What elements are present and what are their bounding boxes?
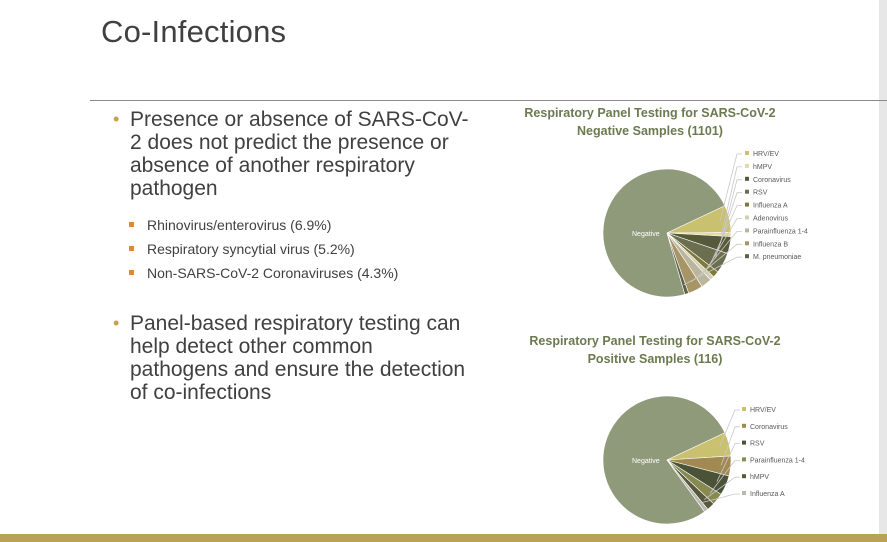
bullet-item: • Presence or absence of SARS-CoV-2 does…: [113, 108, 473, 200]
pie-slice-m-pneumoniae: [666, 232, 690, 295]
data-label-negative: Negative: [632, 231, 660, 238]
sub-bullet-text: Non-SARS-CoV-2 Coronaviruses (4.3%): [147, 265, 399, 281]
legend-swatch: [742, 474, 746, 479]
leader-line: [705, 218, 742, 272]
leader-line: [709, 459, 740, 494]
legend-swatch: [745, 215, 749, 220]
leader-line: [704, 476, 740, 500]
legend-label: Parainfluenza 1-4: [753, 228, 808, 235]
leader-line: [700, 493, 740, 504]
legend-swatch: [745, 176, 749, 181]
bullet-dot-icon: •: [113, 109, 120, 129]
bullet-dot-icon: •: [113, 313, 120, 333]
legend-swatch: [742, 440, 746, 445]
leader-line: [719, 153, 742, 222]
sub-bullet-item: Rhinovirus/enterovirus (6.9%): [113, 216, 473, 234]
legend-swatch: [745, 241, 749, 246]
pie-chart-positive: HRV/EV Coronavirus RSV Parainfluenza 1-4 hMP…: [602, 395, 805, 525]
chart-title-negative: Respiratory Panel Testing for SARS-CoV-2…: [524, 106, 776, 138]
leader-line: [700, 230, 742, 277]
legend-swatch: [745, 228, 749, 233]
legend-swatch: [742, 457, 746, 462]
legend-label: hMPV: [750, 474, 769, 481]
sub-bullet-text: Respiratory syncytial virus (5.2%): [147, 241, 355, 257]
legend-label: RSV: [753, 190, 768, 197]
bullet-list: • Presence or absence of SARS-CoV-2 does…: [113, 108, 473, 404]
sub-bullet-text: Rhinovirus/enterovirus (6.9%): [147, 217, 332, 233]
legend-swatch: [745, 202, 749, 207]
legend-label: Coronavirus: [750, 424, 788, 431]
legend-swatch: [745, 254, 749, 259]
title-divider: [90, 100, 887, 101]
leader-line: [690, 243, 742, 283]
leader-line: [720, 166, 742, 235]
legend-label: HRV/EV: [753, 151, 779, 158]
legend-label: Adenovirus: [753, 216, 789, 223]
legend-label: Influenza B: [753, 241, 788, 248]
legend-swatch: [742, 423, 746, 428]
pie-slice-negative: [602, 395, 726, 525]
sub-bullet-item: Respiratory syncytial virus (5.2%): [113, 240, 473, 258]
bullet-text: Panel-based respiratory testing can help…: [130, 312, 466, 404]
sub-bullet-item: Non-SARS-CoV-2 Coronaviruses (4.3%): [113, 264, 473, 282]
bullet-text: Presence or absence of SARS-CoV-2 does n…: [130, 108, 469, 200]
leader-line: [719, 409, 740, 447]
pie-chart-negative: HRV/EV hMPV Coronavirus RSV Influenza A Adeno…: [602, 151, 808, 298]
legend-swatch: [745, 151, 749, 155]
legend-swatch: [742, 407, 746, 411]
leader-line: [714, 192, 742, 259]
legend-swatch: [745, 163, 749, 168]
leader-line: [720, 426, 740, 466]
leader-line: [720, 179, 742, 244]
slide-right-edge: [879, 0, 887, 542]
legend-label: M. pneumoniae: [753, 254, 801, 261]
pie-slice-influenza-a: [666, 459, 709, 513]
legend-label: hMPV: [753, 164, 772, 171]
pie-slice-negative: [602, 168, 726, 298]
legend-swatch: [745, 189, 749, 194]
legend-label: HRV/EV: [750, 407, 776, 414]
legend-label: Influenza A: [753, 203, 788, 210]
leader-line: [708, 205, 742, 269]
slide-bottom-accent: [0, 534, 887, 542]
slide-title: Co-Infections: [101, 14, 287, 49]
legend-swatch: [742, 491, 746, 495]
leader-line: [716, 443, 740, 482]
bullet-item: • Panel-based respiratory testing can he…: [113, 312, 473, 404]
legend-label: Influenza A: [750, 491, 785, 498]
square-bullet-icon: [129, 246, 134, 251]
chart-title-positive: Respiratory Panel Testing for SARS-CoV-2…: [529, 334, 781, 366]
legend-label: RSV: [750, 441, 765, 448]
square-bullet-icon: [129, 270, 134, 275]
leader-line: [683, 256, 742, 286]
square-bullet-icon: [129, 222, 134, 227]
data-label-negative: Negative: [632, 458, 660, 465]
legend-label: Parainfluenza 1-4: [750, 457, 805, 464]
legend-label: Coronavirus: [753, 177, 791, 184]
